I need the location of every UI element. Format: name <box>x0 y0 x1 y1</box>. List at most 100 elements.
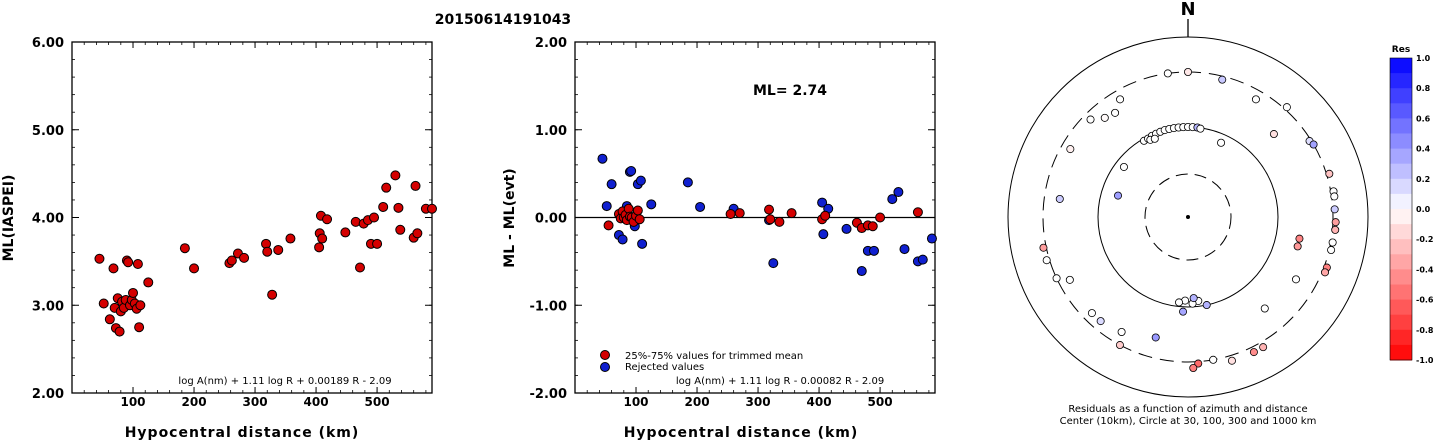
data-point <box>104 314 115 325</box>
colorbar-segment <box>1390 103 1412 119</box>
trimmed-point <box>632 205 643 216</box>
colorbar-title: Res <box>1392 45 1410 55</box>
data-point <box>314 242 325 253</box>
colorbar-tick-label: 0.4 <box>1416 145 1431 154</box>
rejected-point <box>617 234 628 245</box>
y-tick-label: 4.00 <box>32 212 64 227</box>
station-point <box>1328 238 1337 247</box>
data-point <box>123 257 134 268</box>
data-point <box>340 227 351 238</box>
colorbar-tick-label: -1.0 <box>1416 356 1434 365</box>
rejected-point <box>768 258 779 269</box>
trimmed-point <box>786 208 797 219</box>
y-tick-label: 3.00 <box>32 299 64 314</box>
x-tick-label: 100 <box>120 395 145 409</box>
station-point <box>1115 341 1124 350</box>
station-point <box>1175 298 1184 307</box>
rejected-point <box>817 197 828 208</box>
circle-30km <box>1144 173 1232 261</box>
data-point <box>410 180 421 191</box>
legend-trimmed-label: 25%-75% values for trimmed mean <box>625 351 803 362</box>
rejected-point <box>606 179 617 190</box>
rejected-point <box>818 229 829 240</box>
x-tick-label: 300 <box>746 395 771 409</box>
y-tick-label: 6.00 <box>32 36 64 51</box>
y-tick-label: 0.00 <box>535 212 567 227</box>
colorbar-segment <box>1390 178 1412 195</box>
station-point <box>1249 348 1258 357</box>
station-point <box>1202 301 1211 310</box>
y-tick-label: 2.00 <box>535 36 567 51</box>
legend-rejected-label: Rejected values <box>625 362 704 373</box>
azimuth-residuals-panel: N Residuals as a function of azimuth and… <box>1007 0 1434 427</box>
ml-vs-distance-panel: 100 200 300 400 500 2.00 3.00 4.00 5.00 6.00 ML(I… <box>1 36 437 441</box>
colorbar-segment <box>1390 314 1412 331</box>
station-point <box>1251 95 1260 104</box>
station-point <box>1330 205 1339 214</box>
colorbar-segment <box>1390 58 1412 74</box>
rejected-point <box>917 254 928 265</box>
colorbar-segment <box>1390 163 1412 180</box>
formula-label: log A(nm) + 1.11 log R - 0.00082 R - 2.0… <box>676 376 884 387</box>
colorbar-tick-label: 0.0 <box>1416 205 1431 214</box>
rejected-point <box>926 233 937 244</box>
station-point <box>1052 274 1061 283</box>
y-axis-label: ML - ML(evt) <box>502 168 518 267</box>
x-axis-label: Hypocentral distance (km) <box>624 425 859 441</box>
station-point <box>1042 256 1051 265</box>
trimmed-point <box>867 221 878 232</box>
data-point <box>108 263 119 274</box>
station-point <box>1217 138 1226 147</box>
colorbar-tick-label: -0.4 <box>1416 265 1434 274</box>
data-points <box>597 153 937 277</box>
data-point <box>355 262 365 273</box>
station-point <box>1331 218 1340 227</box>
north-label: N <box>1180 0 1195 20</box>
colorbar-segment <box>1390 299 1412 316</box>
data-point <box>381 182 392 193</box>
colorbar-tick-label: -0.8 <box>1416 326 1434 335</box>
rejected-point <box>887 194 898 205</box>
data-point <box>128 287 139 298</box>
colorbar-segment <box>1390 254 1412 270</box>
colorbar-segment <box>1390 269 1412 285</box>
y-tick-label: 5.00 <box>32 124 64 139</box>
station-points <box>1039 68 1340 373</box>
data-point <box>372 238 383 249</box>
x-tick-label: 100 <box>623 395 648 409</box>
colorbar-tick-label: 0.6 <box>1416 114 1431 123</box>
station-point <box>1055 194 1064 203</box>
data-point <box>390 170 401 181</box>
colorbar-tick-label: -0.2 <box>1416 235 1434 244</box>
rejected-point <box>597 153 608 164</box>
x-tick-label: 400 <box>304 395 329 409</box>
rejected-point <box>635 175 646 186</box>
rejected-point <box>695 201 706 212</box>
data-point <box>143 277 154 288</box>
station-point <box>1065 275 1074 284</box>
y-tick-label: -2.00 <box>530 387 567 402</box>
station-point <box>1189 294 1198 303</box>
data-point <box>317 233 328 244</box>
x-tick-label: 200 <box>182 395 207 409</box>
colorbar-segment <box>1390 118 1412 134</box>
data-point <box>179 243 190 254</box>
rejected-point <box>682 177 693 188</box>
station-point <box>1309 140 1318 149</box>
data-point <box>427 203 437 214</box>
station-point <box>1291 275 1300 284</box>
trimmed-point <box>765 214 776 225</box>
legend-trimmed-marker <box>600 350 610 360</box>
rejected-point <box>893 187 904 198</box>
axis-ticks: 100 200 300 400 500 2.00 3.00 4.00 5.00 6.00 <box>32 36 432 409</box>
station-point <box>1293 242 1302 251</box>
station-point <box>1184 68 1193 77</box>
rejected-point <box>601 201 612 212</box>
rejected-point <box>637 238 648 249</box>
outer-circle <box>1007 36 1369 398</box>
station-point <box>1325 169 1334 178</box>
rejected-point <box>856 266 867 277</box>
data-point <box>132 259 143 270</box>
colorbar-segment <box>1390 148 1412 165</box>
trimmed-point <box>725 208 736 219</box>
